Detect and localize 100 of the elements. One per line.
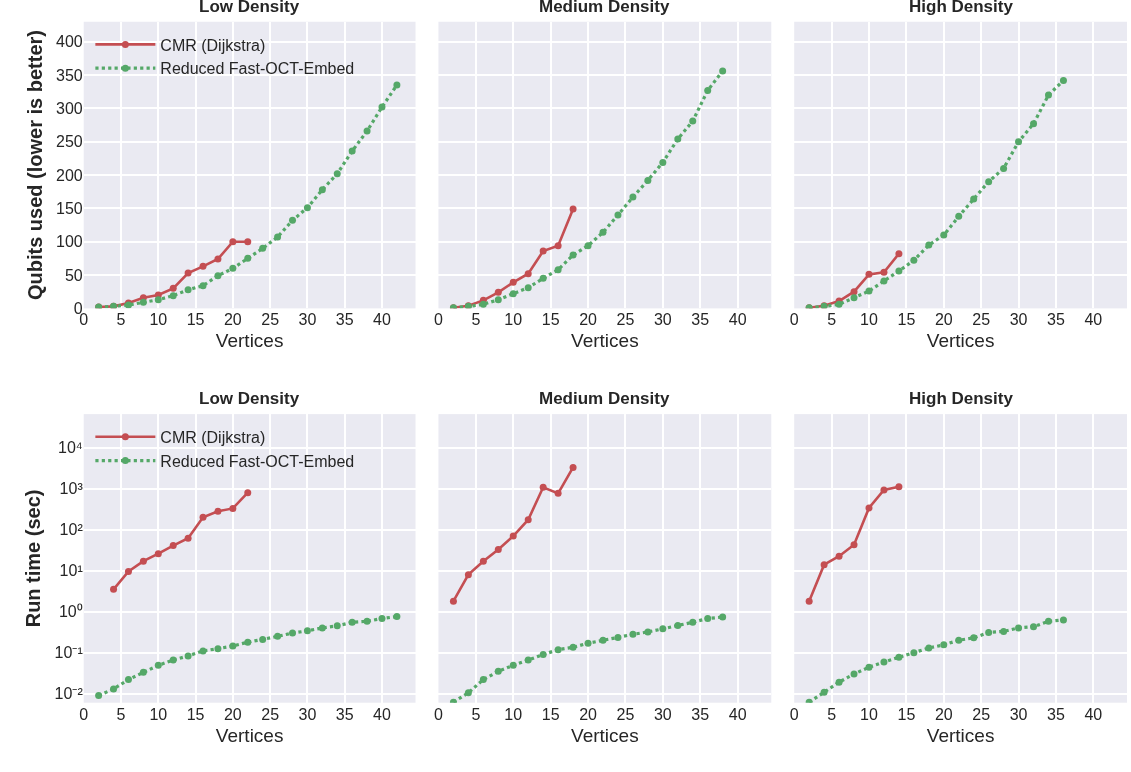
point: [1015, 138, 1023, 146]
x-tick-label: 40: [373, 705, 391, 723]
x-tick-label: 25: [616, 705, 635, 723]
legend-label: CMR (Dijkstra): [160, 36, 266, 54]
x-tick-label: 35: [691, 705, 710, 723]
point: [479, 300, 487, 308]
point: [479, 557, 487, 565]
point: [569, 643, 577, 651]
point: [524, 656, 532, 664]
point: [985, 178, 993, 186]
point: [154, 550, 162, 558]
point: [494, 288, 502, 296]
x-tick-label: 20: [223, 311, 242, 329]
x-tick-label: 40: [728, 705, 747, 723]
point: [229, 642, 237, 650]
point: [1044, 91, 1052, 99]
point: [214, 255, 222, 263]
point: [704, 86, 712, 94]
point: [584, 242, 592, 250]
point: [139, 668, 147, 676]
point: [363, 617, 371, 625]
point: [644, 628, 652, 636]
legend-label: Reduced Fast-OCT-Embed: [160, 60, 355, 78]
point: [259, 635, 267, 643]
point: [629, 193, 637, 201]
point: [214, 272, 222, 280]
point: [880, 486, 888, 494]
point: [363, 127, 371, 135]
point: [524, 270, 532, 278]
x-tick-label: 20: [934, 705, 953, 723]
point: [289, 629, 297, 637]
x-tick-label: 10: [860, 705, 878, 723]
y-tick-label: 400: [56, 33, 83, 51]
y-tick-label: 10³: [59, 480, 84, 498]
y-axis-title: Run time (sec): [22, 489, 45, 628]
point: [955, 212, 963, 220]
point: [318, 186, 326, 194]
point: [139, 557, 147, 565]
point: [1044, 617, 1052, 625]
point: [214, 645, 222, 653]
point: [124, 567, 132, 575]
point: [614, 211, 622, 219]
point: [865, 504, 873, 512]
point: [509, 661, 517, 669]
point: [719, 67, 727, 75]
chart-title: Low Density: [199, 0, 300, 16]
x-tick-label: 0: [789, 705, 799, 723]
chart-title: Medium Density: [539, 0, 670, 16]
point: [539, 274, 547, 282]
y-axis-title: Qubits used (lower is better): [23, 30, 46, 301]
point: [199, 513, 207, 521]
point: [850, 294, 858, 302]
x-tick-label: 35: [335, 705, 354, 723]
point: [229, 238, 237, 246]
point: [910, 649, 918, 657]
y-tick-label: 50: [64, 266, 83, 284]
point: [805, 597, 813, 605]
point: [154, 296, 162, 304]
point: [378, 615, 386, 623]
x-tick-label: 5: [827, 311, 837, 329]
point: [464, 571, 472, 579]
point: [689, 117, 697, 125]
point: [303, 627, 311, 635]
x-tick-label: 25: [972, 705, 991, 723]
point: [199, 282, 207, 290]
point: [554, 646, 562, 654]
x-tick-label: 20: [579, 705, 598, 723]
point: [1000, 627, 1008, 635]
point: [110, 685, 118, 693]
point: [539, 483, 547, 491]
point: [184, 652, 192, 660]
x-tick-label: 0: [434, 705, 443, 723]
chart-title: Low Density: [199, 389, 300, 408]
point: [378, 103, 386, 111]
x-axis-title: Vertices: [926, 724, 995, 746]
point: [865, 287, 873, 295]
point: [569, 251, 577, 259]
x-tick-label: 10: [860, 311, 878, 329]
point: [880, 268, 888, 276]
point: [318, 624, 326, 632]
point: [348, 618, 356, 626]
point: [524, 284, 532, 292]
point: [644, 176, 652, 184]
point: [169, 284, 177, 292]
point: [674, 621, 682, 629]
chart-title: Medium Density: [539, 389, 670, 408]
x-tick-label: 40: [1084, 311, 1103, 329]
point: [895, 653, 903, 661]
x-tick-label: 0: [434, 311, 443, 329]
x-tick-label: 20: [223, 705, 242, 723]
point: [554, 242, 562, 250]
point: [880, 658, 888, 666]
x-tick-label: 5: [471, 705, 481, 723]
point: [820, 688, 828, 696]
point: [95, 692, 103, 699]
y-tick-label: 300: [56, 99, 83, 117]
point: [139, 298, 147, 306]
point: [333, 170, 341, 178]
point: [569, 463, 577, 471]
point: [509, 532, 517, 540]
